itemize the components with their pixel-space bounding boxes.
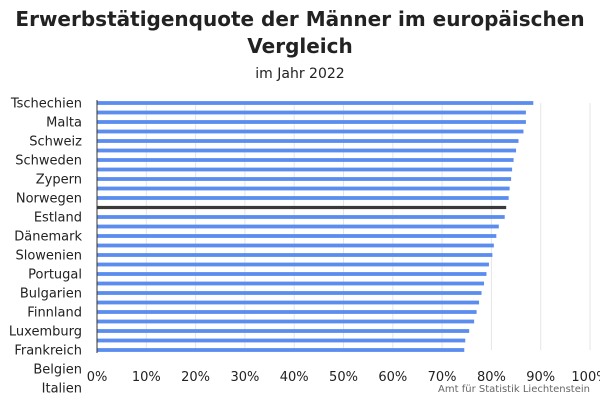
y-category-label: Italien: [42, 382, 82, 397]
x-tick-label: 0%: [87, 370, 108, 385]
bar: [97, 139, 519, 143]
y-category-label: Norwegen: [16, 192, 82, 207]
x-tick-label: 100%: [571, 370, 600, 385]
bar: [97, 281, 485, 286]
x-tick-label: 80%: [477, 370, 506, 385]
bar: [97, 338, 466, 343]
bar: [97, 310, 477, 314]
bar: [97, 329, 470, 333]
bar-highlighted: [97, 205, 507, 210]
x-tick-label: 30%: [230, 370, 259, 385]
bar: [97, 253, 493, 257]
x-tick-label: 50%: [329, 370, 358, 385]
y-category-label: Belgien: [33, 363, 82, 378]
bar: [97, 291, 482, 295]
y-category-label: Bulgarien: [20, 287, 82, 302]
y-category-label: Slowenien: [15, 249, 82, 264]
y-category-label: Estland: [34, 211, 82, 226]
bar: [97, 167, 513, 172]
bar: [97, 177, 512, 181]
bar: [97, 262, 489, 267]
x-tick-label: 70%: [428, 370, 457, 385]
bar: [97, 196, 509, 200]
y-category-label: Schweiz: [29, 135, 82, 150]
bar: [97, 215, 505, 219]
y-category-label: Luxemburg: [9, 325, 82, 340]
bar: [97, 319, 475, 324]
chart-title: Erwerbstätigenquote der Männer im europä…: [15, 7, 585, 58]
y-category-label: Frankreich: [14, 344, 82, 359]
bar: [97, 272, 487, 276]
x-tick-label: 10%: [132, 370, 161, 385]
y-category-label: Tschechien: [10, 97, 82, 112]
y-category-label: Portugal: [28, 268, 82, 283]
bar: [97, 234, 497, 238]
bar: [97, 110, 526, 115]
bar: [97, 348, 465, 352]
bar: [97, 120, 526, 124]
y-category-label: Zypern: [36, 173, 82, 188]
bar: [97, 148, 517, 153]
y-category-label: Schweden: [15, 154, 82, 169]
bar: [97, 129, 524, 134]
bar: [97, 186, 510, 191]
bar: [97, 224, 499, 229]
x-tick-label: 40%: [280, 370, 309, 385]
bar: [97, 300, 480, 305]
bar: [97, 158, 514, 162]
chart-subtitle: im Jahr 2022: [255, 66, 345, 82]
x-tick-label: 90%: [526, 370, 555, 385]
bar: [97, 243, 494, 248]
x-tick-label: 60%: [378, 370, 407, 385]
x-tick-label: 20%: [181, 370, 210, 385]
y-category-label: Finnland: [27, 306, 82, 321]
bar: [97, 101, 534, 105]
y-category-label: Malta: [46, 116, 82, 131]
source-note: Amt für Statistik Liechtenstein: [438, 384, 590, 395]
y-category-label: Dänemark: [14, 230, 82, 245]
